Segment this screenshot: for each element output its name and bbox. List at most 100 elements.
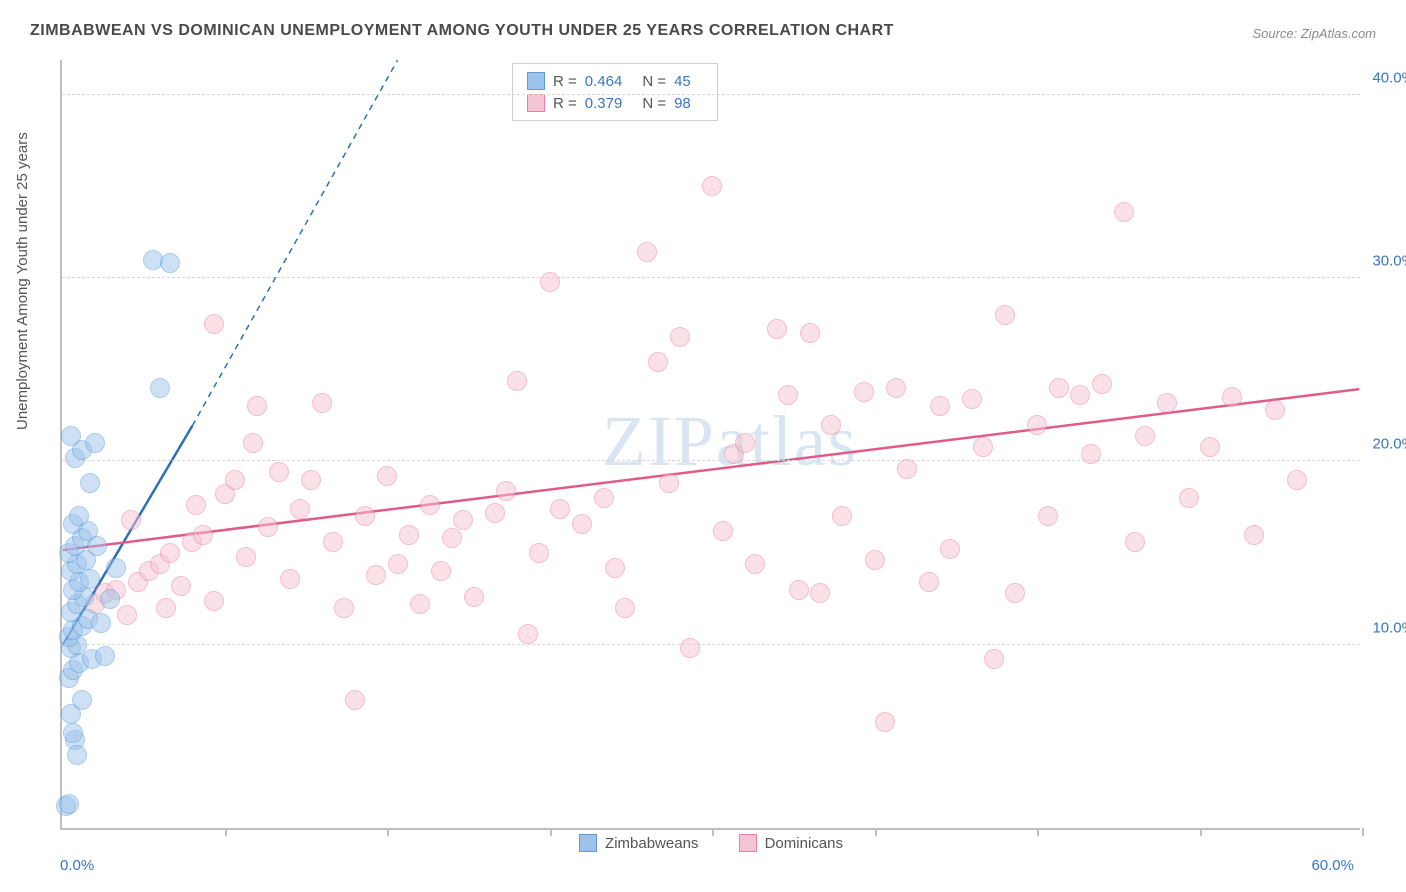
data-point — [100, 589, 120, 609]
data-point — [800, 323, 820, 343]
legend-item-zimbabweans: Zimbabweans — [579, 834, 698, 852]
n-value: 45 — [674, 73, 691, 90]
data-point — [615, 598, 635, 618]
data-point — [121, 510, 141, 530]
data-point — [67, 745, 87, 765]
data-point — [453, 510, 473, 530]
x-axis-max-label: 60.0% — [1311, 857, 1354, 874]
data-point — [63, 723, 83, 743]
data-point — [984, 649, 1004, 669]
data-point — [821, 415, 841, 435]
data-point — [1135, 426, 1155, 446]
x-tick — [550, 828, 552, 836]
swatch-icon — [579, 834, 597, 852]
data-point — [87, 536, 107, 556]
y-tick-label: 20.0% — [1372, 436, 1406, 453]
data-point — [1244, 525, 1264, 545]
data-point — [410, 594, 430, 614]
data-point — [117, 605, 137, 625]
r-value: 0.379 — [585, 95, 623, 112]
swatch-icon — [739, 834, 757, 852]
data-point — [377, 466, 397, 486]
data-point — [973, 437, 993, 457]
n-value: 98 — [674, 95, 691, 112]
data-point — [1287, 470, 1307, 490]
data-point — [1092, 374, 1112, 394]
data-point — [940, 539, 960, 559]
data-point — [204, 591, 224, 611]
data-point — [659, 473, 679, 493]
n-label: N = — [642, 95, 666, 112]
data-point — [204, 314, 224, 334]
data-point — [72, 690, 92, 710]
stats-row: R = 0.464 N = 45 — [527, 70, 703, 92]
data-point — [810, 583, 830, 603]
data-point — [355, 506, 375, 526]
n-label: N = — [642, 73, 666, 90]
data-point — [1179, 488, 1199, 508]
stats-row: R = 0.379 N = 98 — [527, 92, 703, 114]
data-point — [680, 638, 700, 658]
data-point — [496, 481, 516, 501]
data-point — [442, 528, 462, 548]
data-point — [1081, 444, 1101, 464]
x-tick — [875, 828, 877, 836]
data-point — [345, 690, 365, 710]
data-point — [1114, 202, 1134, 222]
data-point — [865, 550, 885, 570]
swatch-icon — [527, 94, 545, 112]
data-point — [550, 499, 570, 519]
legend-item-dominicans: Dominicans — [739, 834, 843, 852]
r-label: R = — [553, 73, 577, 90]
data-point — [713, 521, 733, 541]
data-point — [832, 506, 852, 526]
data-point — [431, 561, 451, 581]
data-point — [854, 382, 874, 402]
data-point — [745, 554, 765, 574]
data-point — [323, 532, 343, 552]
data-point — [1027, 415, 1047, 435]
data-point — [735, 433, 755, 453]
data-point — [388, 554, 408, 574]
data-point — [886, 378, 906, 398]
data-point — [897, 459, 917, 479]
source-label: Source: ZipAtlas.com — [1252, 26, 1376, 41]
data-point — [1125, 532, 1145, 552]
data-point — [59, 794, 79, 814]
data-point — [605, 558, 625, 578]
data-point — [258, 517, 278, 537]
data-point — [572, 514, 592, 534]
x-axis-min-label: 0.0% — [60, 857, 94, 874]
data-point — [61, 426, 81, 446]
data-point — [85, 433, 105, 453]
legend-label: Dominicans — [765, 835, 843, 852]
x-tick — [225, 828, 227, 836]
swatch-icon — [527, 72, 545, 90]
data-point — [1005, 583, 1025, 603]
x-tick — [1200, 828, 1202, 836]
data-point — [778, 385, 798, 405]
chart-title: ZIMBABWEAN VS DOMINICAN UNEMPLOYMENT AMO… — [30, 22, 894, 40]
data-point — [290, 499, 310, 519]
data-point — [247, 396, 267, 416]
data-point — [156, 598, 176, 618]
data-point — [962, 389, 982, 409]
data-point — [243, 433, 263, 453]
data-point — [399, 525, 419, 545]
y-tick-label: 40.0% — [1372, 69, 1406, 86]
data-point — [80, 473, 100, 493]
data-point — [464, 587, 484, 607]
y-tick-label: 10.0% — [1372, 619, 1406, 636]
series-legend: Zimbabweans Dominicans — [62, 834, 1360, 856]
data-point — [1200, 437, 1220, 457]
r-label: R = — [553, 95, 577, 112]
data-point — [702, 176, 722, 196]
data-point — [767, 319, 787, 339]
gridline — [62, 644, 1360, 645]
r-value: 0.464 — [585, 73, 623, 90]
data-point — [225, 470, 245, 490]
data-point — [1157, 393, 1177, 413]
gridline — [62, 460, 1360, 461]
x-tick — [387, 828, 389, 836]
data-point — [594, 488, 614, 508]
